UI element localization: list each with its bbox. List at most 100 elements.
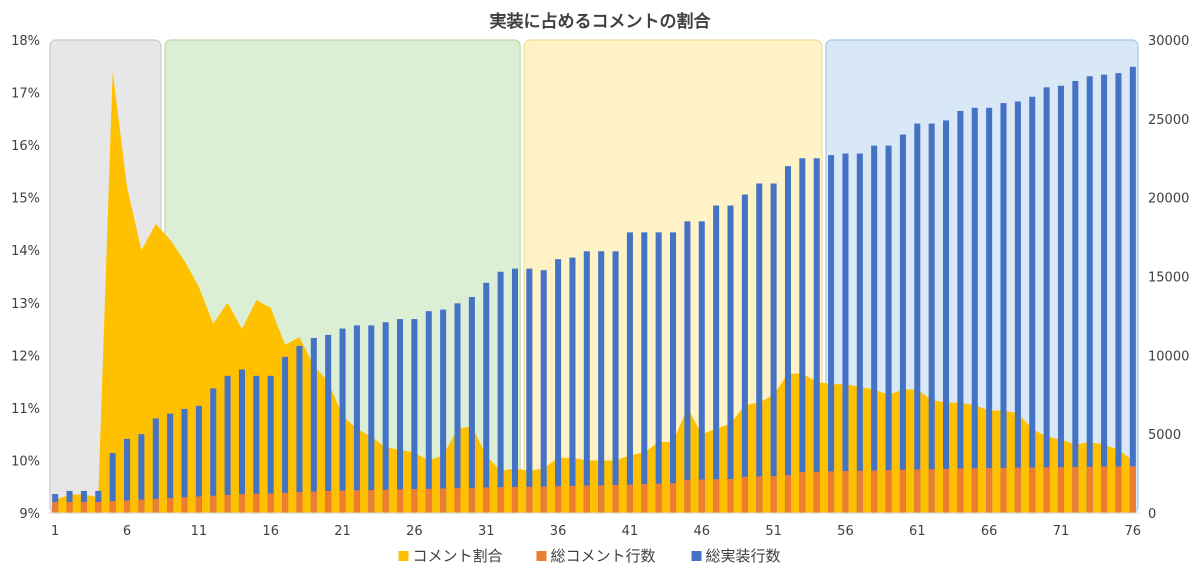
- legend-item: コメント割合: [398, 547, 503, 565]
- comment-lines-bar: [66, 501, 73, 513]
- comment-lines-bar: [195, 496, 202, 513]
- comment-lines-bar: [138, 499, 145, 513]
- comment-lines-bar: [914, 469, 921, 513]
- comment-lines-bar: [210, 495, 217, 513]
- total-lines-bar: [1000, 103, 1007, 514]
- total-lines-bar: [914, 123, 921, 514]
- comment-lines-bar: [1029, 467, 1036, 513]
- total-lines-bar: [253, 375, 260, 513]
- total-lines-bar: [124, 438, 131, 513]
- total-lines-bar: [670, 232, 677, 513]
- comment-lines-bar: [784, 475, 791, 513]
- total-lines-bar: [454, 303, 461, 513]
- comment-lines-bar: [282, 492, 289, 513]
- total-lines-bar: [397, 319, 404, 513]
- total-lines-bar: [569, 257, 576, 513]
- comment-lines-bar: [353, 490, 360, 513]
- legend-item: 総コメント行数: [536, 547, 656, 565]
- comment-lines-bar: [468, 487, 475, 513]
- axes: 9% 10% 11% 12% 13% 14% 15% 16% 17% 18% 0 5000 10000 1…: [11, 34, 1189, 539]
- x-tick-label: 26: [406, 524, 423, 539]
- total-lines-bar: [842, 153, 849, 513]
- total-lines-bar: [468, 296, 475, 513]
- x-tick-label: 11: [191, 524, 208, 539]
- chart-title: 実装に占めるコメントの割合: [490, 11, 712, 32]
- total-lines-bar: [1086, 76, 1093, 513]
- x-tick-label: 6: [123, 524, 131, 539]
- total-lines-bar: [856, 153, 863, 513]
- total-lines-bar: [167, 413, 174, 513]
- comment-lines-bar: [813, 471, 820, 513]
- legend-swatch: [398, 551, 409, 561]
- comment-lines-bar: [95, 501, 102, 513]
- comment-lines-bar: [152, 498, 159, 513]
- total-lines-bar: [1029, 96, 1036, 513]
- comment-lines-bar: [799, 472, 806, 513]
- total-lines-bar: [756, 183, 763, 513]
- comment-lines-bar: [497, 487, 504, 513]
- total-lines-bar: [238, 369, 245, 513]
- y-left-tick-label: 15%: [11, 192, 40, 207]
- comment-lines-bar: [440, 488, 447, 513]
- comment-lines-bar: [411, 489, 418, 513]
- comment-lines-bar: [1043, 467, 1050, 513]
- total-lines-bar: [282, 356, 289, 513]
- x-tick-label: 46: [693, 524, 710, 539]
- total-lines-bar: [828, 155, 835, 513]
- total-lines-bar: [770, 183, 777, 513]
- y-left-tick-label: 10%: [11, 454, 40, 469]
- total-lines-bar: [799, 158, 806, 513]
- comment-lines-bar: [1129, 466, 1136, 513]
- total-lines-bar: [698, 221, 705, 514]
- total-lines-bar: [325, 334, 332, 513]
- comment-lines-bar: [1014, 467, 1021, 513]
- bar-series: [52, 66, 1136, 514]
- y-left-tick-label: 11%: [11, 402, 40, 417]
- comment-lines-bar: [871, 470, 878, 513]
- legend-swatch: [536, 551, 547, 561]
- x-tick-label: 1: [51, 524, 59, 539]
- comment-lines-bar: [1057, 467, 1064, 513]
- x-tick-label: 21: [334, 524, 351, 539]
- total-lines-bar: [95, 490, 102, 513]
- comment-lines-bar: [698, 479, 705, 513]
- comment-lines-bar: [770, 476, 777, 513]
- comment-lines-bar: [368, 489, 375, 513]
- total-lines-bar: [1043, 87, 1050, 514]
- comment-lines-bar: [1000, 467, 1007, 513]
- comment-lines-bar: [727, 478, 734, 513]
- comment-lines-bar: [713, 479, 720, 513]
- x-tick-label: 41: [622, 524, 639, 539]
- comment-ratio-area: [55, 71, 1133, 514]
- total-lines-bar: [152, 418, 159, 513]
- legend-item: 総実装行数: [691, 547, 781, 565]
- total-lines-bar: [483, 282, 490, 513]
- legend: コメント割合 総コメント行数 総実装行数: [398, 547, 781, 565]
- y-right-tick-label: 25000: [1148, 113, 1189, 128]
- x-tick-label: 66: [981, 524, 998, 539]
- total-lines-bar: [885, 145, 892, 514]
- y-left-tick-label: 9%: [19, 507, 40, 522]
- comment-lines-bar: [454, 488, 461, 513]
- comment-lines-bar: [52, 501, 59, 513]
- comment-lines-bar: [339, 490, 346, 513]
- total-lines-bar: [66, 490, 73, 513]
- total-lines-bar: [339, 328, 346, 513]
- comment-lines-bar: [483, 487, 490, 513]
- total-lines-bar: [181, 408, 188, 513]
- total-lines-bar: [784, 166, 791, 513]
- comment-lines-bar: [1086, 466, 1093, 513]
- total-lines-bar: [540, 270, 547, 513]
- total-lines-bar: [440, 309, 447, 513]
- total-lines-bar: [957, 110, 964, 513]
- comment-lines-bar: [267, 493, 274, 513]
- comment-lines-bar: [957, 468, 964, 513]
- total-lines-bar: [382, 322, 389, 513]
- comment-lines-bar: [296, 492, 303, 513]
- x-tick-label: 56: [837, 524, 854, 539]
- comment-ratio-area-path: [55, 71, 1133, 514]
- total-lines-bar: [713, 205, 720, 514]
- y-left-tick-label: 17%: [11, 87, 40, 102]
- comment-lines-bar: [253, 493, 260, 513]
